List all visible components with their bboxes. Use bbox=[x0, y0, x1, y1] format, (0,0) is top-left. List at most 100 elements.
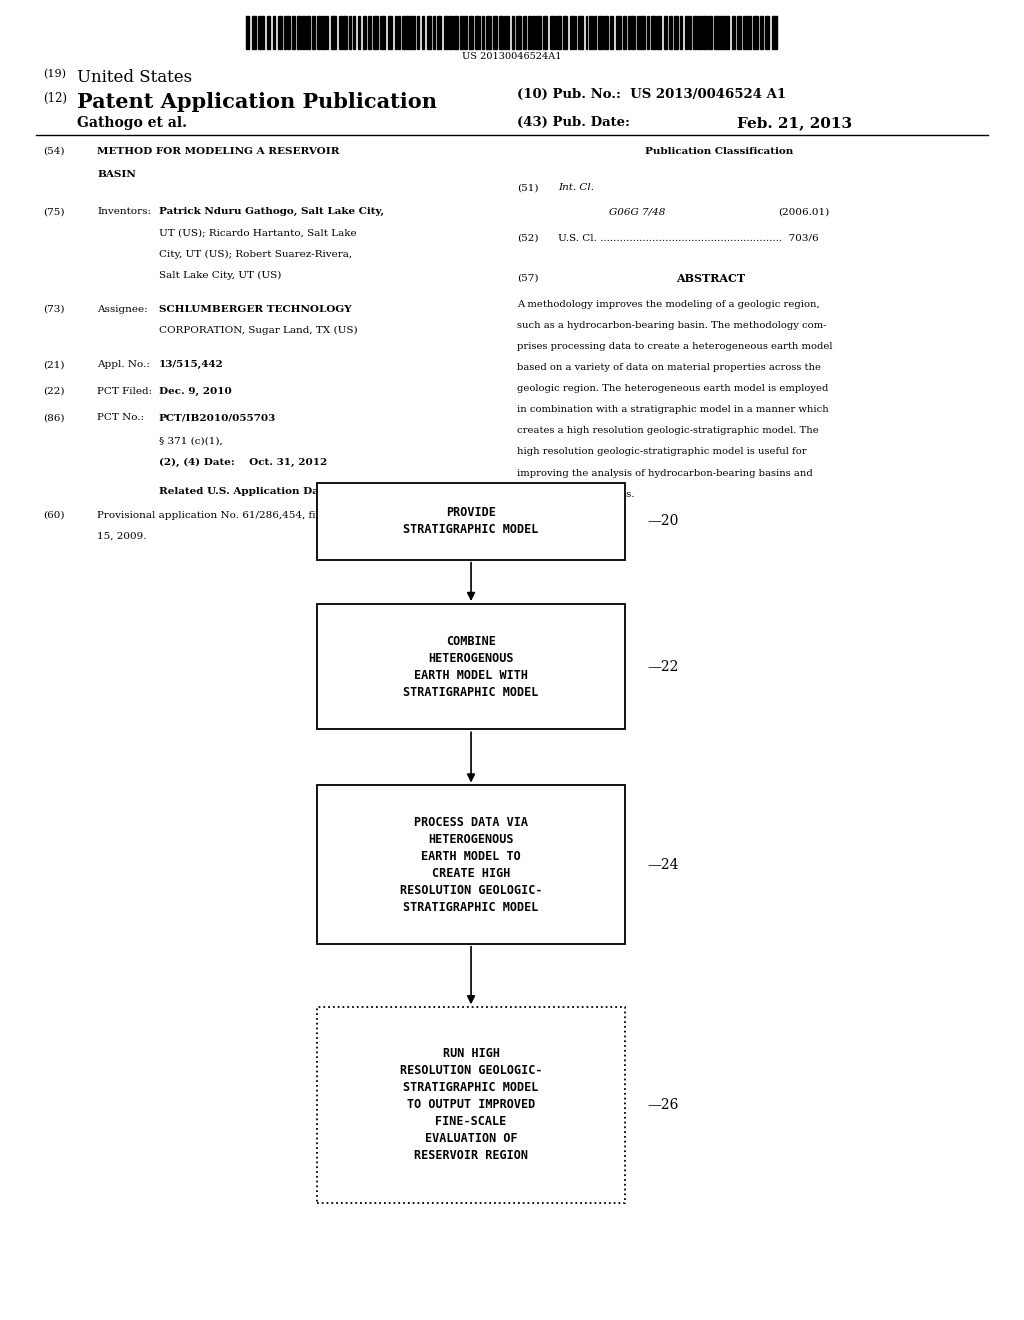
Text: prises processing data to create a heterogeneous earth model: prises processing data to create a heter… bbox=[517, 342, 833, 351]
Text: —22: —22 bbox=[647, 660, 679, 673]
Bar bbox=[664, 16, 667, 49]
Bar bbox=[598, 16, 603, 49]
Bar bbox=[516, 16, 521, 49]
Bar bbox=[651, 16, 656, 49]
Bar bbox=[573, 16, 577, 49]
Bar bbox=[368, 16, 372, 49]
Text: City, UT (US); Robert Suarez-Rivera,: City, UT (US); Robert Suarez-Rivera, bbox=[159, 249, 352, 259]
Text: geologic region. The heterogeneous earth model is employed: geologic region. The heterogeneous earth… bbox=[517, 384, 828, 393]
Text: SCHLUMBERGER TECHNOLOGY: SCHLUMBERGER TECHNOLOGY bbox=[159, 305, 351, 314]
Text: 15, 2009.: 15, 2009. bbox=[97, 532, 146, 541]
Bar bbox=[761, 16, 763, 49]
Bar bbox=[714, 16, 719, 49]
Bar bbox=[292, 16, 295, 49]
Bar bbox=[709, 16, 713, 49]
Text: (21): (21) bbox=[43, 360, 65, 370]
Text: § 371 (c)(1),: § 371 (c)(1), bbox=[159, 437, 222, 446]
Text: Assignee:: Assignee: bbox=[97, 305, 147, 314]
Bar bbox=[343, 16, 347, 49]
Bar bbox=[413, 16, 415, 49]
Bar bbox=[316, 16, 321, 49]
Bar bbox=[469, 16, 473, 49]
Text: U.S. Cl. ........................................................  703/6: U.S. Cl. ...............................… bbox=[558, 234, 819, 243]
Bar bbox=[362, 16, 366, 49]
Bar bbox=[302, 16, 304, 49]
Bar bbox=[475, 16, 480, 49]
Text: G06G 7/48: G06G 7/48 bbox=[609, 207, 666, 216]
Bar bbox=[481, 16, 484, 49]
Bar bbox=[640, 16, 645, 49]
Bar bbox=[743, 16, 746, 49]
Bar bbox=[579, 16, 583, 49]
Bar bbox=[433, 16, 434, 49]
Bar bbox=[698, 16, 701, 49]
Bar bbox=[669, 16, 672, 49]
Text: (86): (86) bbox=[43, 413, 65, 422]
Text: PCT/IB2010/055703: PCT/IB2010/055703 bbox=[159, 413, 276, 422]
Text: based on a variety of data on material properties across the: based on a variety of data on material p… bbox=[517, 363, 821, 372]
Bar bbox=[631, 16, 635, 49]
Text: other geologic regions.: other geologic regions. bbox=[517, 490, 635, 499]
Bar bbox=[550, 16, 555, 49]
Text: (60): (60) bbox=[43, 511, 65, 520]
Bar bbox=[427, 16, 431, 49]
Text: PCT Filed:: PCT Filed: bbox=[97, 387, 153, 396]
Bar bbox=[732, 16, 734, 49]
Text: (12): (12) bbox=[43, 92, 67, 106]
Bar bbox=[460, 16, 463, 49]
Text: (57): (57) bbox=[517, 273, 539, 282]
Bar bbox=[306, 16, 309, 49]
Text: (75): (75) bbox=[43, 207, 65, 216]
Bar bbox=[262, 16, 264, 49]
Bar bbox=[499, 16, 503, 49]
Bar bbox=[454, 16, 458, 49]
Text: A methodology improves the modeling of a geologic region,: A methodology improves the modeling of a… bbox=[517, 300, 820, 309]
Text: 13/515,442: 13/515,442 bbox=[159, 360, 223, 370]
Bar bbox=[528, 16, 530, 49]
Bar bbox=[765, 16, 769, 49]
Text: (2006.01): (2006.01) bbox=[778, 207, 829, 216]
Bar bbox=[507, 16, 509, 49]
Text: improving the analysis of hydrocarbon-bearing basins and: improving the analysis of hydrocarbon-be… bbox=[517, 469, 813, 478]
Text: Inventors:: Inventors: bbox=[97, 207, 152, 216]
Text: (73): (73) bbox=[43, 305, 65, 314]
Bar bbox=[772, 16, 777, 49]
Bar bbox=[689, 16, 691, 49]
FancyBboxPatch shape bbox=[317, 483, 625, 560]
Text: METHOD FOR MODELING A RESERVOIR: METHOD FOR MODELING A RESERVOIR bbox=[97, 147, 340, 156]
Bar bbox=[680, 16, 682, 49]
Bar bbox=[536, 16, 541, 49]
Bar bbox=[349, 16, 351, 49]
Bar bbox=[388, 16, 391, 49]
Text: Patent Application Publication: Patent Application Publication bbox=[77, 92, 437, 112]
Text: (19): (19) bbox=[43, 69, 66, 79]
Text: Appl. No.:: Appl. No.: bbox=[97, 360, 151, 370]
Text: Provisional application No. 61/286,454, filed on Dec.: Provisional application No. 61/286,454, … bbox=[97, 511, 375, 520]
Bar bbox=[562, 16, 567, 49]
Text: (43) Pub. Date:: (43) Pub. Date: bbox=[517, 116, 630, 129]
Bar bbox=[278, 16, 283, 49]
Bar bbox=[258, 16, 260, 49]
Text: ABSTRACT: ABSTRACT bbox=[676, 273, 745, 284]
Bar bbox=[246, 16, 249, 49]
Bar bbox=[443, 16, 449, 49]
FancyBboxPatch shape bbox=[317, 605, 625, 729]
Text: (2), (4) Date:    Oct. 31, 2012: (2), (4) Date: Oct. 31, 2012 bbox=[159, 458, 327, 467]
Text: Gathogo et al.: Gathogo et al. bbox=[77, 116, 186, 131]
Bar bbox=[394, 16, 396, 49]
Bar bbox=[407, 16, 411, 49]
Bar bbox=[327, 16, 329, 49]
Text: —26: —26 bbox=[647, 1098, 679, 1111]
Bar bbox=[544, 16, 547, 49]
Bar bbox=[266, 16, 270, 49]
Text: Publication Classification: Publication Classification bbox=[645, 147, 794, 156]
Bar bbox=[616, 16, 622, 49]
Text: Patrick Nduru Gathogo, Salt Lake City,: Patrick Nduru Gathogo, Salt Lake City, bbox=[159, 207, 384, 216]
Bar bbox=[450, 16, 453, 49]
Bar bbox=[357, 16, 360, 49]
Text: (52): (52) bbox=[517, 234, 539, 243]
Bar bbox=[398, 16, 400, 49]
Bar bbox=[556, 16, 560, 49]
Text: —24: —24 bbox=[647, 858, 679, 871]
Text: Int. Cl.: Int. Cl. bbox=[558, 183, 594, 193]
